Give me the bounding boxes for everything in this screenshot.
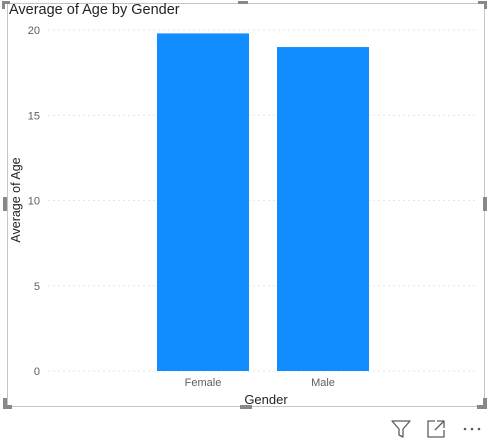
resize-handle-middle-left[interactable] bbox=[3, 197, 7, 211]
x-tick-label: Female bbox=[185, 377, 222, 389]
focus-mode-icon[interactable] bbox=[425, 418, 447, 440]
x-axis-title: Gender bbox=[244, 392, 288, 407]
y-axis-ticks: 0 5 10 15 20 bbox=[28, 25, 40, 378]
bar-female[interactable] bbox=[157, 33, 249, 371]
y-tick-label: 0 bbox=[34, 366, 40, 378]
bar-chart: 0 5 10 15 20 Female Male Gender Average of Ag… bbox=[9, 25, 478, 407]
y-tick-label: 10 bbox=[28, 196, 40, 208]
more-options-icon[interactable] bbox=[461, 418, 483, 440]
resize-handle-bottom-left[interactable] bbox=[3, 398, 7, 409]
y-tick-label: 15 bbox=[28, 110, 40, 122]
resize-handle-top-left[interactable] bbox=[2, 1, 10, 4]
y-tick-label: 5 bbox=[34, 281, 40, 293]
y-axis-title: Average of Age bbox=[9, 157, 23, 242]
resize-handle-top-center[interactable] bbox=[238, 1, 248, 4]
bar-male[interactable] bbox=[277, 47, 369, 372]
resize-handle-bottom-left[interactable] bbox=[3, 405, 12, 409]
resize-handle-top-left[interactable] bbox=[2, 1, 5, 9]
resize-handle-top-right[interactable] bbox=[484, 1, 487, 9]
resize-handle-middle-right[interactable] bbox=[483, 197, 487, 211]
resize-handle-bottom-center[interactable] bbox=[240, 405, 252, 409]
chart-title: Average of Age by Gender bbox=[9, 2, 180, 18]
resize-handle-bottom-right[interactable] bbox=[483, 398, 487, 409]
x-tick-label: Male bbox=[311, 377, 335, 389]
gridlines bbox=[48, 29, 478, 372]
resize-handle-bottom-right[interactable] bbox=[477, 405, 487, 409]
resize-handle-top-right[interactable] bbox=[478, 1, 487, 4]
filter-icon[interactable] bbox=[390, 418, 412, 440]
x-axis-ticks: Female Male bbox=[185, 377, 335, 389]
bars bbox=[157, 33, 369, 372]
y-tick-label: 20 bbox=[28, 25, 40, 37]
